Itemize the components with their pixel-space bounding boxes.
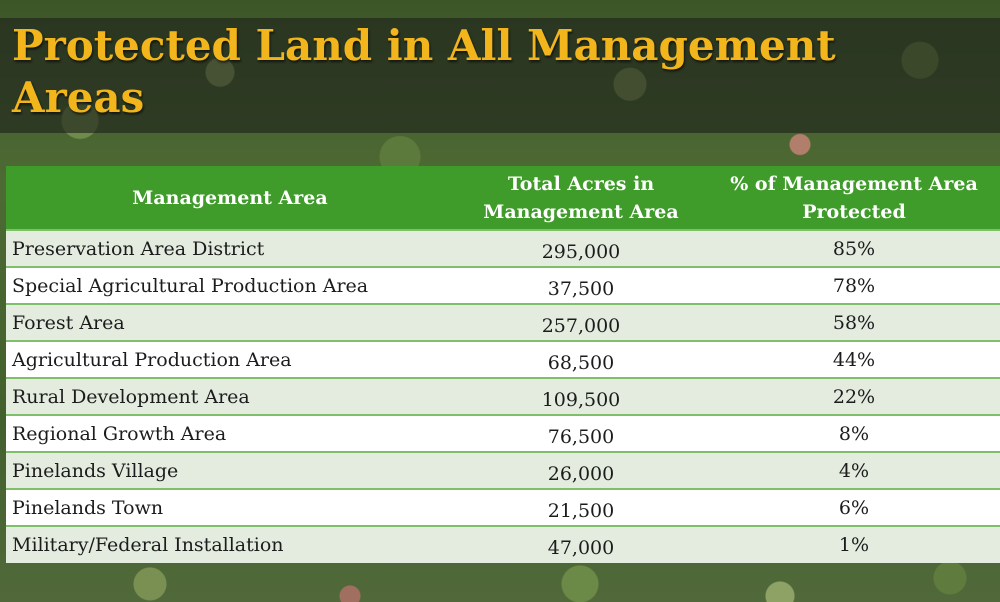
area-protected: 58% xyxy=(708,303,1000,341)
area-acres: 47,000 xyxy=(454,525,708,563)
table-row: Special Agricultural Production Area 37,… xyxy=(6,266,1000,304)
table-header-row: Management Area Total Acres in Managemen… xyxy=(6,166,1000,230)
area-protected: 4% xyxy=(708,451,1000,489)
header-percent-protected: % of Management Area Protected xyxy=(730,172,978,223)
area-acres: 257,000 xyxy=(454,303,708,341)
area-protected: 85% xyxy=(708,229,1000,267)
table-row: Pinelands Village 26,000 4% xyxy=(6,451,1000,489)
area-acres: 26,000 xyxy=(454,451,708,489)
area-name: Regional Growth Area xyxy=(6,414,454,452)
area-protected: 1% xyxy=(708,525,1000,563)
area-protected: 6% xyxy=(708,488,1000,526)
area-acres: 109,500 xyxy=(454,377,708,415)
title-band xyxy=(0,18,1000,133)
management-areas-table: Management Area Total Acres in Managemen… xyxy=(6,166,1000,563)
header-total-acres: Total Acres in Management Area xyxy=(483,172,679,223)
area-acres: 295,000 xyxy=(454,229,708,267)
table-row: Agricultural Production Area 68,500 44% xyxy=(6,340,1000,378)
area-name: Agricultural Production Area xyxy=(6,340,454,378)
area-name: Preservation Area District xyxy=(6,229,454,267)
table-row: Rural Development Area 109,500 22% xyxy=(6,377,1000,415)
page-title: Protected Land in All Management Areas xyxy=(12,21,836,122)
area-name: Military/Federal Installation xyxy=(6,525,454,563)
area-name: Pinelands Village xyxy=(6,451,454,489)
area-name: Special Agricultural Production Area xyxy=(6,266,454,304)
table-row: Preservation Area District 295,000 85% xyxy=(6,229,1000,267)
table-row: Pinelands Town 21,500 6% xyxy=(6,488,1000,526)
table-row: Forest Area 257,000 58% xyxy=(6,303,1000,341)
area-name: Pinelands Town xyxy=(6,488,454,526)
area-protected: 44% xyxy=(708,340,1000,378)
area-name: Rural Development Area xyxy=(6,377,454,415)
area-acres: 76,500 xyxy=(454,414,708,452)
management-areas-table-wrap: Management Area Total Acres in Managemen… xyxy=(6,166,1000,563)
area-protected: 22% xyxy=(708,377,1000,415)
area-acres: 68,500 xyxy=(454,340,708,378)
table-row: Military/Federal Installation 47,000 1% xyxy=(6,525,1000,563)
area-protected: 78% xyxy=(708,266,1000,304)
area-acres: 37,500 xyxy=(454,266,708,304)
area-acres: 21,500 xyxy=(454,488,708,526)
area-protected: 8% xyxy=(708,414,1000,452)
header-management-area: Management Area xyxy=(132,186,328,209)
table-row: Regional Growth Area 76,500 8% xyxy=(6,414,1000,452)
area-name: Forest Area xyxy=(6,303,454,341)
